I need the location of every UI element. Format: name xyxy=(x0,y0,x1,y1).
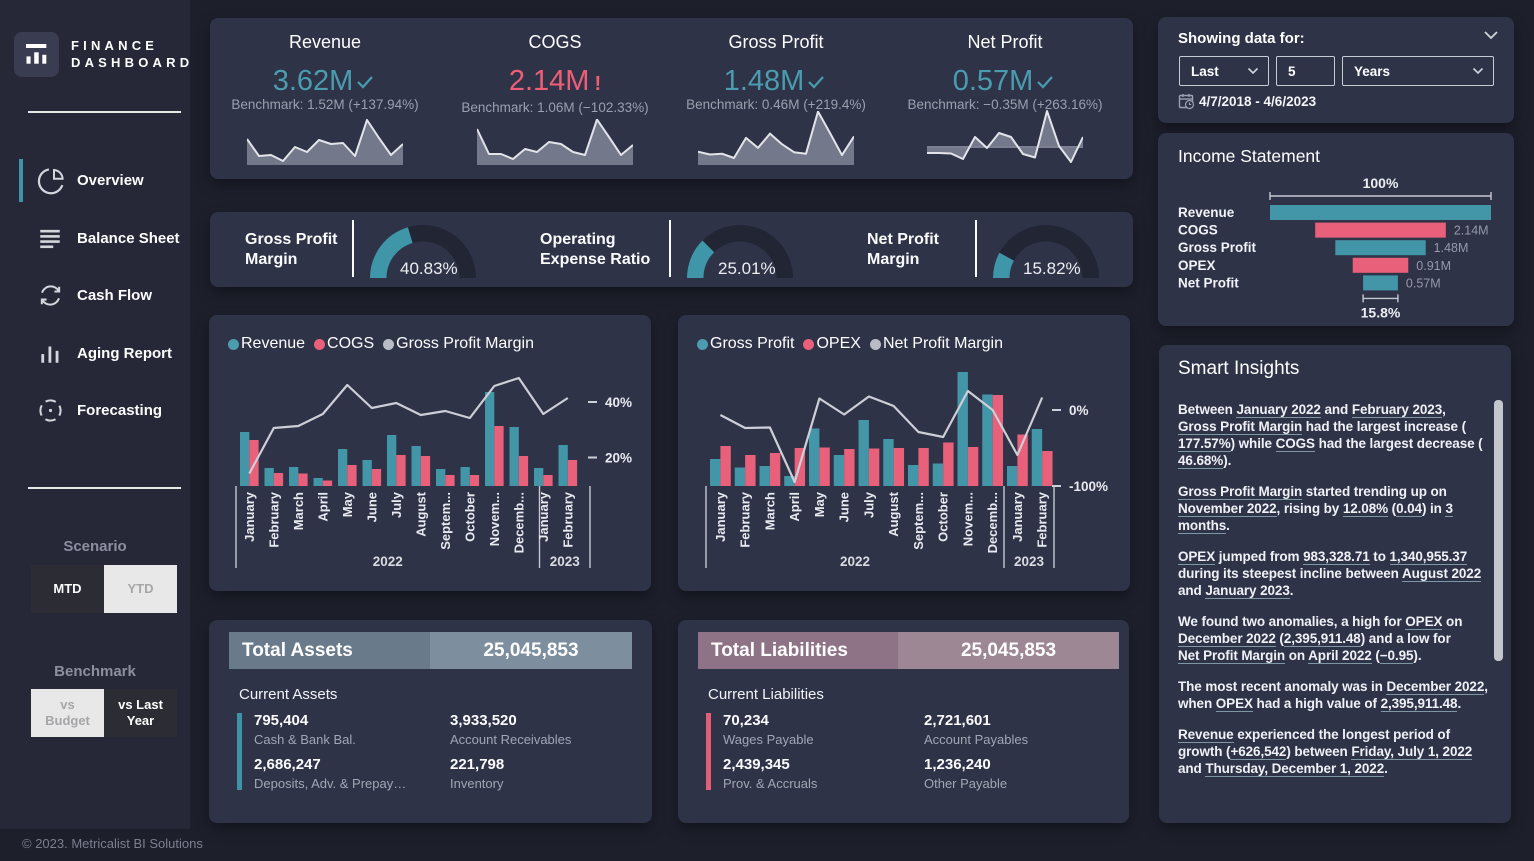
svg-text:2022: 2022 xyxy=(840,554,870,569)
svg-text:Septem...: Septem... xyxy=(911,492,926,550)
svg-text:COGS: COGS xyxy=(1178,223,1218,238)
svg-text:15.8%: 15.8% xyxy=(1361,304,1401,320)
svg-text:August: August xyxy=(886,491,901,536)
svg-text:0%: 0% xyxy=(1069,403,1089,418)
svg-text:1.48M: 1.48M xyxy=(1434,241,1469,255)
svg-text:2023: 2023 xyxy=(1014,554,1045,569)
svg-text:April: April xyxy=(787,492,802,522)
svg-text:20%: 20% xyxy=(605,451,632,466)
svg-text:2022: 2022 xyxy=(373,554,403,569)
svg-text:January: January xyxy=(536,491,551,542)
svg-text:July: July xyxy=(389,491,404,518)
svg-text:Novem...: Novem... xyxy=(960,492,975,546)
svg-text:0.91M: 0.91M xyxy=(1416,259,1451,273)
svg-text:2023: 2023 xyxy=(550,554,581,569)
svg-text:2.14M: 2.14M xyxy=(1454,224,1489,238)
svg-text:Gross Profit: Gross Profit xyxy=(1178,240,1257,255)
svg-text:April: April xyxy=(315,492,330,522)
svg-text:June: June xyxy=(837,492,852,522)
svg-text:February: February xyxy=(266,491,281,547)
svg-text:February: February xyxy=(560,491,575,547)
svg-text:Decemb...: Decemb... xyxy=(511,492,526,553)
svg-text:0.57M: 0.57M xyxy=(1406,276,1441,290)
svg-text:Decemb...: Decemb... xyxy=(985,492,1000,553)
svg-text:May: May xyxy=(812,491,827,517)
svg-text:January: January xyxy=(713,491,728,542)
svg-text:Net Profit: Net Profit xyxy=(1178,275,1239,290)
svg-text:July: July xyxy=(861,491,876,518)
svg-text:February: February xyxy=(738,491,753,547)
svg-text:May: May xyxy=(340,491,355,517)
svg-text:January: January xyxy=(242,491,257,542)
svg-text:August: August xyxy=(413,491,428,536)
svg-text:October: October xyxy=(936,492,951,542)
svg-text:100%: 100% xyxy=(1363,175,1399,191)
svg-text:OPEX: OPEX xyxy=(1178,258,1216,273)
svg-text:Septem...: Septem... xyxy=(438,492,453,550)
svg-text:March: March xyxy=(291,492,306,530)
svg-text:March: March xyxy=(762,492,777,530)
svg-text:40%: 40% xyxy=(605,395,632,410)
svg-text:January: January xyxy=(1010,491,1025,542)
svg-text:Novem...: Novem... xyxy=(487,492,502,546)
svg-text:-100%: -100% xyxy=(1069,479,1108,494)
svg-text:Revenue: Revenue xyxy=(1178,205,1235,220)
svg-text:October: October xyxy=(462,492,477,542)
svg-text:February: February xyxy=(1035,491,1050,547)
svg-text:June: June xyxy=(364,492,379,522)
